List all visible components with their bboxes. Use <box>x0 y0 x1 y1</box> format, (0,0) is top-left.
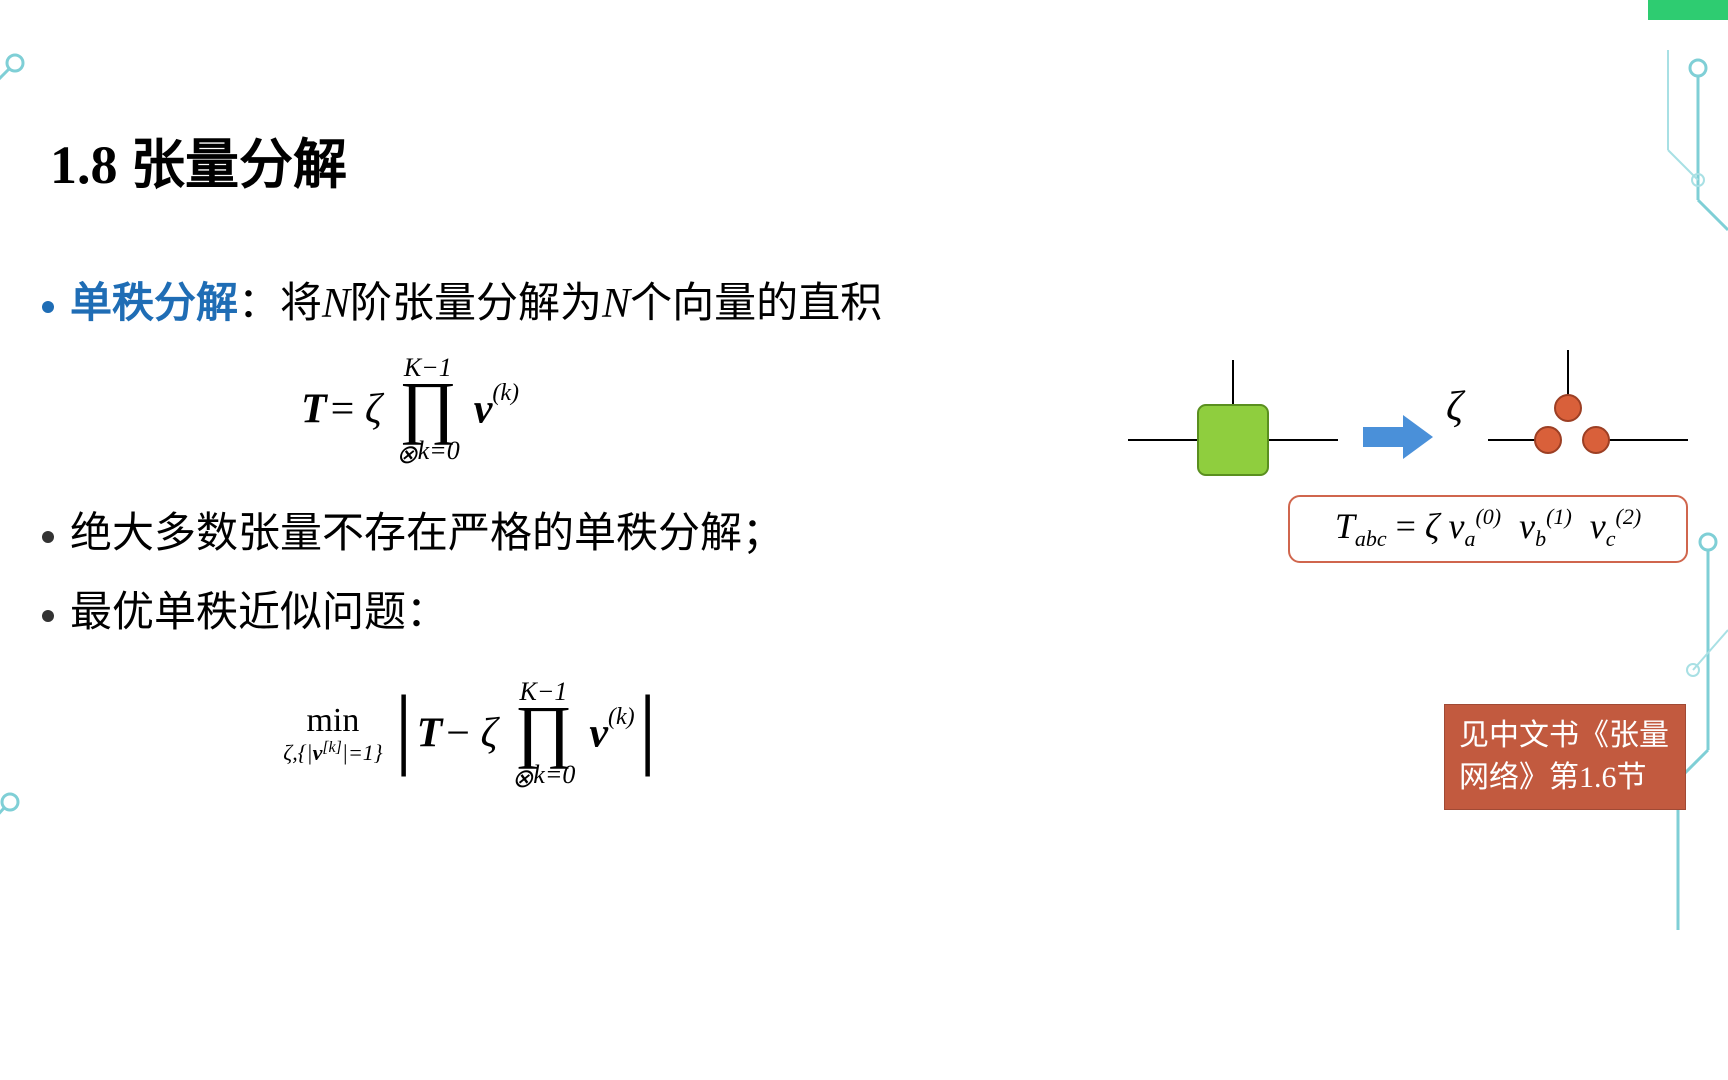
eq1-v-sup: (k) <box>492 380 519 406</box>
diagram-zeta: ζ <box>1446 384 1466 430</box>
fb-v2-sup: (1) <box>1546 504 1572 529</box>
bullet-3-text: 最优单秩近似问题： <box>70 578 448 639</box>
text-c: 个向量的直积 <box>630 281 882 327</box>
eq1-T: T <box>301 387 327 433</box>
bullet-2-text: 绝大多数张量不存在严格的单秩分解； <box>70 499 784 560</box>
product-symbol: ∏ <box>399 383 457 432</box>
eq1-product: K−1 ∏ ⊗k=0 <box>396 355 460 464</box>
eq2-T: T <box>417 711 443 757</box>
bullet-2: 绝大多数张量不存在严格的单秩分解； <box>42 499 1050 560</box>
fb-v3-sub: c <box>1606 526 1616 551</box>
eq2-minus: − <box>446 711 480 757</box>
section-title: 1.8 张量分解 <box>50 120 1678 199</box>
eq1-prod-lower: ⊗k=0 <box>396 438 460 464</box>
min-label: min <box>306 702 359 740</box>
fb-v1-sub: a <box>1464 526 1475 551</box>
slide: 1.8 张量分解 单秩分解：将N阶张量分解为N个向量的直积 T = ζ K−1 … <box>0 0 1728 1080</box>
fb-v1-sup: (0) <box>1475 504 1501 529</box>
bullet-1-text: 单秩分解：将N阶张量分解为N个向量的直积 <box>70 269 882 330</box>
fb-v1: v <box>1449 506 1465 546</box>
product-symbol: ∏ <box>515 707 573 756</box>
abs-bar-left: | <box>395 678 413 777</box>
corner-accent <box>1648 0 1728 20</box>
var-N1: N <box>322 281 350 327</box>
tensor-diagram: ζ <box>1128 340 1688 500</box>
keyword-rank1: 单秩分解 <box>70 281 238 327</box>
ref-line2: 网络》第1.6节 <box>1459 757 1671 799</box>
eq2-v: v <box>589 711 608 757</box>
bullet-1: 单秩分解：将N阶张量分解为N个向量的直积 <box>42 269 1050 330</box>
abs-bar-right: | <box>639 678 657 777</box>
ref-line1: 见中文书《张量 <box>1459 715 1671 757</box>
fb-T: T <box>1335 506 1355 546</box>
eq2-v-sup: (k) <box>608 704 635 730</box>
text-a: ：将 <box>238 281 322 327</box>
bullet-3: 最优单秩近似问题： <box>42 578 1050 639</box>
reference-box: 见中文书《张量 网络》第1.6节 <box>1444 704 1686 810</box>
fb-eq: = <box>1396 506 1425 546</box>
eq2-prod-lower: ⊗k=0 <box>511 762 575 788</box>
fb-v2-sub: b <box>1535 526 1546 551</box>
bullet-dot <box>42 301 54 313</box>
fb-v3-sup: (2) <box>1616 504 1642 529</box>
fb-v2: v <box>1519 506 1535 546</box>
equation-1: T = ζ K−1 ∏ ⊗k=0 v(k) <box>0 355 910 464</box>
eq1-v: v <box>474 387 493 433</box>
component-formula-box: Tabc = ζ va(0) vb(1) vc(2) <box>1288 495 1688 563</box>
bullet-dot <box>42 610 54 622</box>
fb-v3: v <box>1590 506 1606 546</box>
fb-abc: abc <box>1355 526 1387 551</box>
circuit-decoration-top-right <box>1598 50 1728 300</box>
eq1-equals: = <box>331 387 365 433</box>
eq2-zeta: ζ <box>480 711 497 757</box>
min-subscript: ζ,{|v[k]|=1} <box>283 740 382 766</box>
circuit-decoration-top-left <box>0 45 35 95</box>
content-column: 单秩分解：将N阶张量分解为N个向量的直积 T = ζ K−1 ∏ ⊗k=0 v(… <box>50 269 1050 788</box>
circuit-decoration-bottom-left <box>0 790 25 820</box>
bullet-dot <box>42 531 54 543</box>
eq2-product: K−1 ∏ ⊗k=0 <box>511 679 575 788</box>
eq2-min: min ζ,{|v[k]|=1} <box>283 702 382 766</box>
equation-2: min ζ,{|v[k]|=1} | T − ζ K−1 ∏ ⊗k=0 v(k)… <box>0 679 970 788</box>
text-b: 阶张量分解为 <box>350 281 602 327</box>
eq1-zeta: ζ <box>365 387 382 433</box>
fb-zeta: ζ <box>1425 506 1440 546</box>
var-N2: N <box>602 281 630 327</box>
